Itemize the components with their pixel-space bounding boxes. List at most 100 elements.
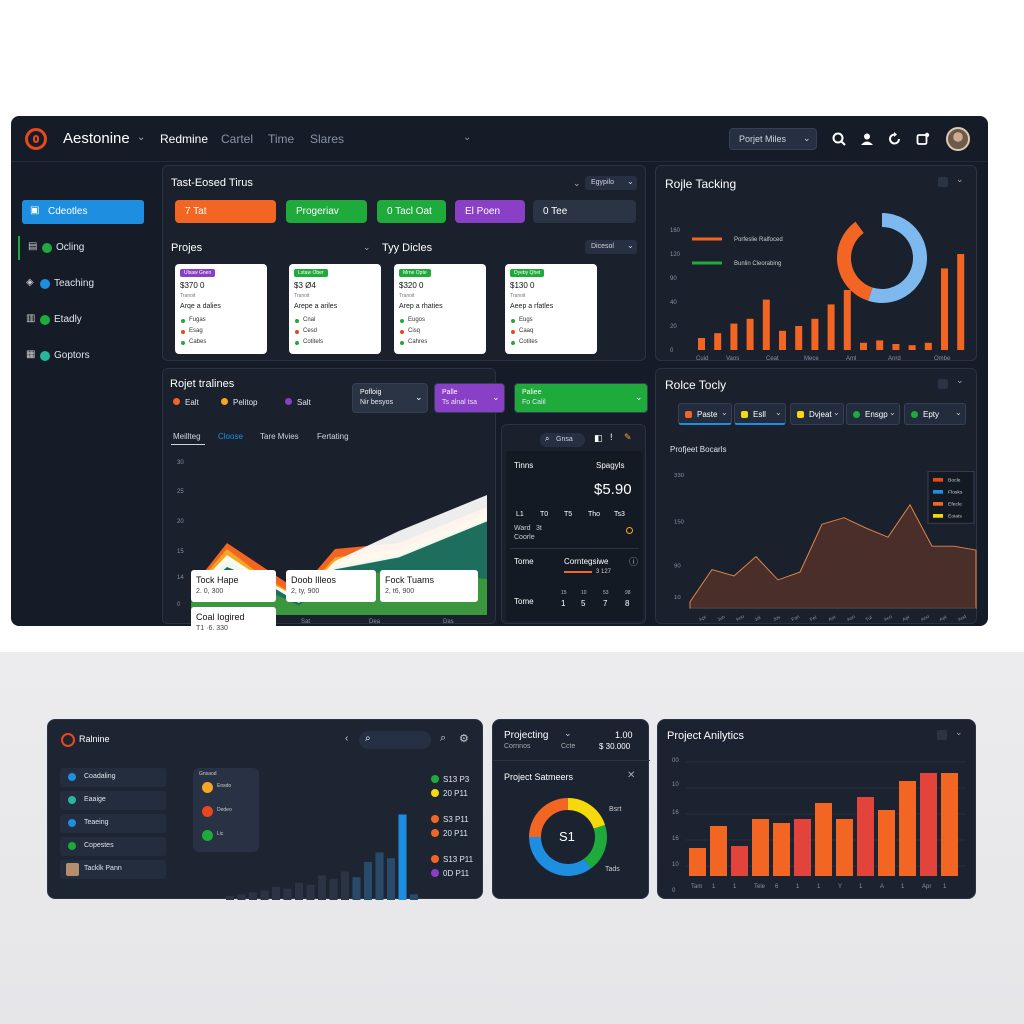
timeline-select[interactable]: Paliee Fo Calil ⌄ (514, 383, 648, 413)
task-button-tee[interactable]: 0 Tee (533, 200, 636, 223)
chevron-left-icon[interactable]: ‹ (345, 733, 349, 744)
search-icon[interactable] (829, 129, 849, 149)
project-card[interactable]: Lstaw Ober $3 Ø4 Tranoit Arepe a ariles Cnal… (289, 264, 381, 354)
nav-tab-redmine[interactable]: Redmine (160, 132, 209, 146)
role-today-pill[interactable]: Epty ⌄ (904, 403, 966, 425)
brand-logo-icon[interactable] (25, 128, 47, 150)
search-icon[interactable]: ⌕ (440, 732, 447, 744)
bar (941, 268, 948, 350)
y-tick-label: 15 (177, 549, 184, 555)
task-button-tacl-oat[interactable]: 0 Tacl Oat (377, 200, 446, 223)
bottom-sidebar-item[interactable]: Tacklk Pann (60, 860, 166, 879)
project-tag: Ulsaw Gnen (180, 269, 216, 277)
timeline-card[interactable]: Tock Hape 2. 0, 300 (191, 570, 276, 602)
user-icon[interactable] (857, 129, 877, 149)
bottom-sidebar-item[interactable]: Coadaling (60, 768, 166, 787)
y-tick-label: 20 (670, 324, 677, 330)
pill-label: Ensgp (865, 410, 888, 419)
sidebar-item-etadly[interactable]: ▥ Etadly (20, 308, 144, 332)
sidebar-item-ocling[interactable]: ▤ Ocling (18, 236, 144, 260)
project-select[interactable]: Porjet Miles ⌄ (729, 128, 817, 150)
stats-value: 3 127 (596, 569, 612, 575)
panel-menu-icon[interactable] (937, 730, 947, 740)
stats-search[interactable]: ⌕ Gnsa (540, 433, 585, 447)
status-dot-icon (40, 315, 50, 325)
role-today-pill[interactable]: Ensgp ⌄ (846, 403, 900, 425)
avatar[interactable] (946, 127, 970, 151)
chevron-down-icon[interactable]: ⌄ (956, 375, 964, 385)
project-card[interactable]: Ulsaw Gnen $370 0 Tranoit Arqe a dalies Fuga… (175, 264, 267, 354)
projects-filter[interactable]: Dicesol ⌄ (585, 240, 637, 254)
tab-underline (171, 444, 205, 445)
nav-tab-cartel[interactable]: Cartel (221, 132, 254, 146)
project-card[interactable]: Mrne Opte $320 0 Tranoit Arep a rhaties Eugo… (394, 264, 486, 354)
nav-chevron-icon[interactable]: ⌄ (463, 132, 472, 143)
search-input[interactable]: ⌕ (359, 731, 431, 749)
bottom-sidebar-label: Coadaling (84, 773, 116, 780)
brand-logo-icon[interactable] (61, 733, 75, 747)
timeline-tab[interactable]: Cloose (218, 432, 243, 441)
bar (924, 342, 932, 350)
bottom-mid-title: Projecting (504, 730, 549, 741)
right-list-value: S13 P3 (443, 775, 470, 784)
role-today-pill[interactable]: Esll ⌄ (734, 403, 786, 425)
sidebar-item-label: Teaching (54, 278, 95, 289)
task-button-progeriav[interactable]: Progeriav (286, 200, 367, 223)
task-button-el-poen[interactable]: El Poen (455, 200, 525, 223)
task-filter-label: Egypilo (591, 179, 614, 186)
timeline-card[interactable]: Doob Illeos 2, ty, 900 (286, 570, 376, 602)
brand-chevron-icon[interactable]: ⌄ (137, 132, 146, 143)
project-desc: Aeep a rfatles (510, 303, 554, 310)
nav-tab-slares[interactable]: Slares (310, 132, 345, 146)
pill-icon (911, 411, 918, 418)
chevron-down-icon[interactable]: ⌄ (564, 728, 572, 738)
panel-menu-icon[interactable] (938, 177, 948, 187)
chevron-down-icon[interactable]: ⌄ (363, 242, 371, 252)
role-today-pill[interactable]: Paste ⌄ (678, 403, 732, 425)
x-tick-label: Fel (809, 615, 818, 623)
task-button-tat[interactable]: 7 Tat (175, 200, 276, 223)
y-tick-label: 90 (670, 276, 677, 282)
chevron-down-icon[interactable]: ⌄ (573, 178, 581, 188)
chevron-down-icon[interactable]: ⌄ (956, 174, 964, 184)
x-tick-label: Anrd (888, 356, 901, 362)
timeline-tab[interactable]: Fertating (317, 432, 349, 441)
info-icon[interactable]: ⓘ (629, 557, 639, 567)
chevron-down-icon[interactable]: ⌄ (955, 727, 963, 737)
bottom-sidebar-item[interactable]: Copestes (60, 837, 166, 856)
task-filter[interactable]: Egypilo ⌄ (585, 176, 637, 190)
timeline-tab[interactable]: Tare Mvies (260, 432, 299, 441)
notification-icon[interactable] (913, 129, 933, 149)
pill-label: Paste (697, 410, 718, 419)
project-card[interactable]: Dyeby Qhet $130 0 Tranoit Aeep a rfatles Eug… (505, 264, 597, 354)
bottom-sidebar-item[interactable]: Teaeing (60, 814, 166, 833)
bottom-sidebar-item[interactable]: Eaaige (60, 791, 166, 810)
timeline-card[interactable]: Fock Tuams 2, t6, 900 (380, 570, 478, 602)
sidebar-item-goptors[interactable]: ▦ Goptors (20, 344, 144, 368)
refresh-icon[interactable] (885, 129, 905, 149)
role-today-pill[interactable]: Dvjeat ⌄ (790, 403, 844, 425)
x-tick-label: Das (443, 619, 454, 625)
close-icon[interactable]: ✕ (627, 770, 636, 781)
stats-row-label: Coorle (514, 534, 535, 541)
brand-name[interactable]: Aestonine (63, 130, 130, 147)
timeline-card-title: Coal Iogired (196, 612, 245, 622)
pin-icon[interactable]: ! (610, 432, 613, 442)
sidebar-item-teaching[interactable]: ◈ Teaching (20, 272, 144, 296)
project-row: Cisq (408, 328, 421, 334)
timeline-card-value: 2, t6, 900 (385, 588, 415, 595)
sidebar-item-cdeotles[interactable]: ▣ Cdeotles (22, 200, 144, 224)
bookmark-icon[interactable]: ◧ (594, 433, 603, 443)
timeline-tab[interactable]: Meillteg (173, 432, 201, 441)
timeline-card[interactable]: Coal Iogired T1 ·6. 330 (191, 607, 276, 639)
timeline-card-value: T1 ·6. 330 (196, 625, 228, 632)
edit-icon[interactable]: ✎ (624, 432, 632, 442)
nav-tab-time[interactable]: Time (268, 132, 295, 146)
sidebar-item-label: Goptors (54, 350, 90, 361)
settings-icon[interactable]: ⚙ (459, 733, 469, 745)
timeline-select[interactable]: Palle Ts alnal tsa ⌄ (434, 383, 505, 413)
legend-label: Flosks (948, 490, 963, 496)
stats-col: T0 (540, 511, 549, 518)
timeline-select[interactable]: Pofloig Nir besyos ⌄ (352, 383, 428, 413)
panel-menu-icon[interactable] (938, 379, 948, 389)
